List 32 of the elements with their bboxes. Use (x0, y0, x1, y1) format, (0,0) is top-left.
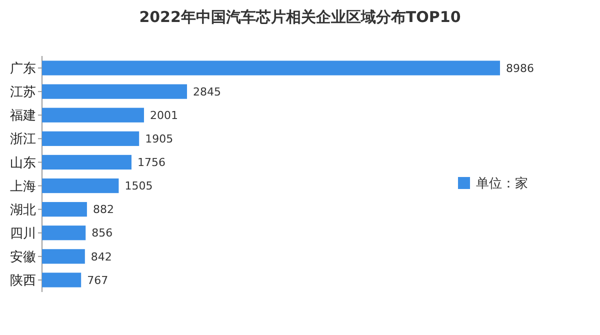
legend-label: 单位：家 (476, 176, 528, 192)
bar (42, 249, 85, 264)
bar (42, 226, 86, 240)
y-tick-label: 山东 (10, 156, 36, 171)
data-label: 856 (92, 226, 113, 240)
bar (42, 154, 132, 170)
y-tick-label: 安徽 (10, 248, 36, 265)
data-label: 767 (87, 274, 108, 287)
y-tick-label: 江苏 (10, 85, 36, 100)
data-label: 2845 (193, 85, 222, 98)
data-label: 1505 (124, 180, 153, 193)
y-tick-label: 浙江 (10, 132, 36, 148)
data-label: 2001 (150, 108, 178, 122)
bar (42, 202, 87, 217)
y-tick-label: 广东 (10, 62, 36, 77)
data-label: 882 (92, 203, 114, 216)
data-label: 8986 (506, 62, 534, 75)
bar (42, 84, 188, 99)
y-tick-label: 湖北 (10, 202, 36, 218)
bar (42, 178, 119, 194)
y-tick-label: 上海 (10, 179, 36, 194)
data-label: 842 (90, 250, 112, 264)
data-label: 1905 (145, 132, 174, 146)
y-tick-label: 四川 (10, 226, 36, 242)
y-tick-label: 福建 (10, 108, 36, 124)
bar (42, 272, 82, 288)
bar (42, 131, 140, 146)
data-label: 1756 (138, 156, 166, 170)
bar (42, 108, 144, 122)
chart-title: 2022年中国汽车芯片相关企业区域分布TOP10 (139, 8, 461, 26)
y-tick-label: 陕西 (10, 274, 36, 289)
bar (42, 60, 500, 76)
